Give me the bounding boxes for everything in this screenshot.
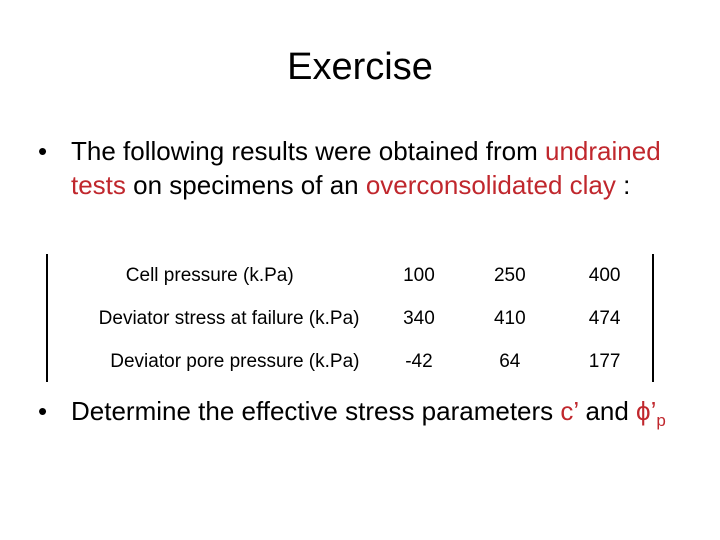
- table-cell: -42: [405, 350, 433, 372]
- row-label-cell-pressure: Cell pressure (k.Pa): [125, 264, 294, 286]
- table-cell: 474: [588, 307, 621, 329]
- table-cell: 410: [493, 307, 526, 329]
- text-segment: The following results were obtained from: [71, 136, 546, 166]
- table-row: Deviator stress at failure (k.Pa) 340 41…: [46, 297, 654, 340]
- text-segment: on specimens of an: [125, 170, 366, 200]
- bullet-text: Determine the effective stress parameter…: [38, 394, 698, 438]
- highlight-undrained-tests: undrained tests: [71, 136, 661, 200]
- text-segment: and: [578, 396, 637, 426]
- bullet-icon: •: [38, 136, 48, 166]
- row-label-pore-pressure: Deviator pore pressure (k.Pa): [110, 350, 360, 372]
- bullet-results-intro: • The following results were obtained fr…: [38, 134, 678, 202]
- slide-title: Exercise: [287, 46, 433, 88]
- results-table: Cell pressure (k.Pa) 100 250 400 Deviato…: [46, 254, 654, 383]
- bullet-determine-parameters: • Determine the effective stress paramet…: [38, 394, 698, 438]
- table-cell: 100: [403, 264, 435, 286]
- text-segment: Determine the effective stress parameter…: [71, 396, 561, 426]
- phi-subscript: p: [656, 411, 666, 430]
- bullet-text: The following results were obtained from…: [38, 134, 678, 202]
- table-row: Deviator pore pressure (k.Pa) -42 64 177: [46, 340, 654, 383]
- table-cell: 340: [403, 307, 435, 329]
- bullet-icon: •: [38, 396, 48, 426]
- row-label-deviator-stress: Deviator stress at failure (k.Pa): [98, 307, 360, 329]
- highlight-phi-prime: ϕ’p: [636, 396, 666, 430]
- table-cell: 64: [499, 350, 521, 372]
- table-cell: 400: [588, 264, 621, 286]
- text-segment: :: [615, 170, 631, 200]
- table-cell: 250: [493, 264, 526, 286]
- table-cell: 177: [588, 350, 621, 372]
- table-row: Cell pressure (k.Pa) 100 250 400: [46, 254, 654, 297]
- phi-symbol: ϕ’: [636, 396, 657, 426]
- highlight-c-prime: c’: [560, 396, 579, 426]
- highlight-overconsolidated-clay: overconsolidated clay: [365, 170, 616, 200]
